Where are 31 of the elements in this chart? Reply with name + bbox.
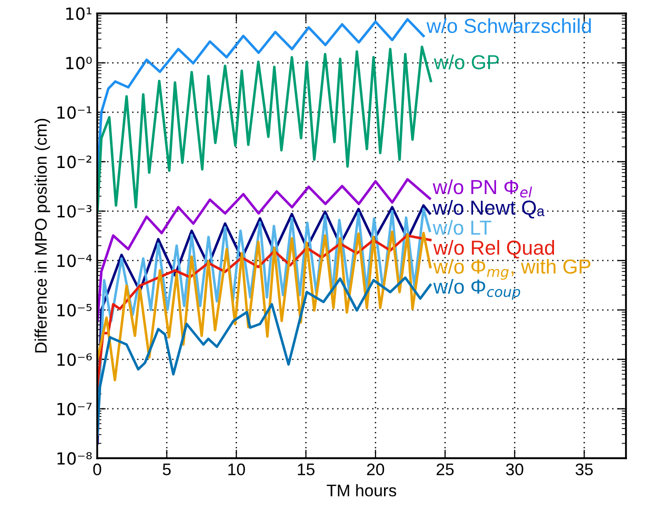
x-axis-title: TM hours <box>326 484 396 496</box>
y-axis-title: Difference in MPO position (cm) <box>34 118 50 352</box>
y-tick-label: 10⁻¹ <box>57 106 92 119</box>
line-series <box>97 46 432 212</box>
series-label: w/o Newt Qₐ <box>432 200 544 218</box>
series-label: w/o LT <box>432 220 492 235</box>
y-tick-label: 10⁻³ <box>57 205 92 218</box>
series-label: w/o GP <box>434 54 499 70</box>
line-series <box>97 178 432 322</box>
x-tick-label: 10 <box>228 464 245 476</box>
y-tick-label: 10¹ <box>66 7 92 20</box>
series-label: w/o Schwarzschild <box>426 18 591 34</box>
series-label: w/o PN Φ$_{el}$ <box>432 179 532 198</box>
series-label: w/o Φ$_{coup}$ <box>433 278 520 300</box>
x-tick-label: 30 <box>506 464 524 476</box>
y-tick-label: 10⁻⁶ <box>57 353 92 366</box>
x-tick-label: 5 <box>162 464 171 476</box>
series-label: w/o Φ$_{mg}$, with GP <box>433 258 590 280</box>
y-tick-label: 10⁻² <box>57 156 92 168</box>
x-tick-label: 15 <box>298 464 314 476</box>
y-tick-label: 10⁻⁷ <box>57 402 92 416</box>
x-tick-label: 0 <box>93 464 102 476</box>
x-tick-label: 35 <box>576 464 593 476</box>
y-tick-label: 10⁻⁴ <box>57 254 92 268</box>
y-tick-label: 10⁻⁸ <box>57 452 92 465</box>
y-tick-label: 10⁰ <box>66 56 92 70</box>
y-tick-label: 10⁻⁵ <box>57 304 92 317</box>
x-tick-label: 20 <box>367 464 384 476</box>
series-label: w/o Rel Quad <box>433 240 554 258</box>
x-tick-label: 25 <box>436 464 454 476</box>
line-series <box>97 276 432 432</box>
